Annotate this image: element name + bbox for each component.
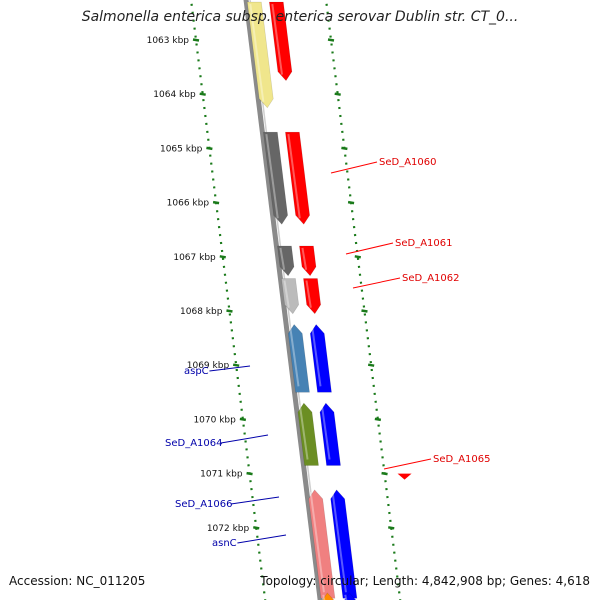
feature-highlight <box>309 491 325 593</box>
gene-label: SeD_A1065 <box>433 454 491 465</box>
scale-tick-right <box>347 200 355 205</box>
gene-label: SeD_A1060 <box>379 157 437 168</box>
scale-tick-label: 1064 kbp <box>153 90 196 100</box>
scale-tick-right <box>334 92 341 96</box>
scale-tick-left <box>232 363 240 367</box>
gene-arrow <box>344 592 357 600</box>
label-leader <box>220 434 269 444</box>
label-leader <box>209 365 251 372</box>
scale-tick-left <box>239 417 247 422</box>
scale-tick-left <box>253 526 260 530</box>
feature-highlight <box>271 3 284 75</box>
topology-label: Topology: <box>260 574 317 588</box>
feature-highlight <box>311 326 322 387</box>
scale-tick-label: 1065 kbp <box>160 144 203 154</box>
scale-tick-right <box>381 471 388 476</box>
feature-highlight <box>344 594 348 600</box>
scale-tick-right <box>354 255 361 259</box>
label-leader <box>330 161 378 174</box>
scale-tick-right <box>374 417 382 422</box>
scale-tick-right <box>327 38 335 42</box>
feature-highlight <box>283 280 290 308</box>
feature-highlight <box>320 404 331 460</box>
scale-track: 1063 kbp 1064 kbp 1065 kbp 1066 kbp 1067 kbp… <box>147 0 402 600</box>
scale-tick-right <box>388 526 395 530</box>
gene-arrow <box>299 245 317 277</box>
accession-value: NC_011205 <box>76 574 146 588</box>
cds-arrow <box>287 324 310 393</box>
scale-tick-label: 1063 kbp <box>147 36 190 46</box>
length-value: 4,842,908 bp <box>421 574 502 588</box>
feature-highlight <box>322 594 326 600</box>
gene-arrow <box>309 324 332 393</box>
scale-tick-label: 1071 kbp <box>200 470 243 480</box>
topology-info: Topology: circular; Length: 4,842,908 bp… <box>260 574 590 588</box>
accession-label: Accession: <box>9 574 73 588</box>
gene-label: SeD_A1061 <box>395 238 453 249</box>
feature-highlight <box>265 134 279 219</box>
feature-highlight <box>305 280 312 308</box>
feature-labels: SeD_A1060 SeD_A1061 SeD_A1062 aspC SeD_A1064… <box>165 157 491 549</box>
scale-tick-left <box>192 38 200 42</box>
scale-tick-right <box>341 146 348 151</box>
gene-arrow <box>319 402 341 466</box>
feature-highlight <box>301 247 308 270</box>
feature-highlight <box>249 3 265 102</box>
scale-tick-left <box>226 309 233 313</box>
scale-tick-label: 1072 kbp <box>207 524 250 534</box>
scale-dots-left <box>189 0 267 600</box>
gene-arrow <box>268 1 293 82</box>
scale-tick-left <box>246 471 253 476</box>
gene-arrow <box>303 278 322 315</box>
cds-arrow <box>322 592 335 600</box>
feature-marker <box>397 473 412 480</box>
scale-tick-label: 1070 kbp <box>193 415 236 425</box>
gene-label: SeD_A1062 <box>402 273 460 284</box>
feature-highlight <box>331 491 347 593</box>
gene-label: asnC <box>212 538 237 549</box>
map-title: Salmonella enterica subsp. enterica sero… <box>81 9 519 25</box>
scale-tick-label: 1066 kbp <box>167 199 210 209</box>
gene-label: SeD_A1064 <box>165 438 223 449</box>
label-leader <box>237 534 287 544</box>
accession-info: Accession: NC_011205 <box>9 574 145 588</box>
scale-tick-label: 1068 kbp <box>180 307 223 317</box>
scale-dots-right <box>324 0 402 600</box>
backbone-line <box>243 0 323 600</box>
length-label: Length: <box>372 574 419 588</box>
scale-tick-label: 1067 kbp <box>173 253 216 263</box>
cds-arrow <box>246 1 274 109</box>
gene-arrow <box>285 131 310 225</box>
scale-tick-left <box>212 200 220 205</box>
genes-value: 4,618 <box>555 574 590 588</box>
scale-tick-left <box>219 255 226 259</box>
scale-tick-right <box>361 309 368 313</box>
gene-label: aspC <box>184 366 209 377</box>
feature-highlight <box>289 326 300 387</box>
scale-tick-left <box>206 146 213 151</box>
genes-label: Genes: <box>509 574 552 588</box>
gene-label: SeD_A1066 <box>175 499 233 510</box>
feature-highlight <box>298 404 309 460</box>
label-leader <box>352 277 401 289</box>
feature-highlight <box>279 247 286 270</box>
topology-value: circular <box>320 574 365 588</box>
feature-tracks <box>246 1 412 600</box>
label-leader <box>383 458 432 470</box>
cds-arrow <box>263 131 288 225</box>
scale-tick-left <box>199 92 206 96</box>
feature-highlight <box>287 134 301 219</box>
label-leader <box>230 496 280 505</box>
cds-arrow <box>277 245 295 277</box>
label-leader <box>345 242 394 255</box>
scale-tick-label: 1069 kbp <box>187 361 230 371</box>
cds-arrow <box>297 402 319 466</box>
cds-arrow <box>281 278 300 315</box>
scale-tick-right <box>367 363 375 367</box>
